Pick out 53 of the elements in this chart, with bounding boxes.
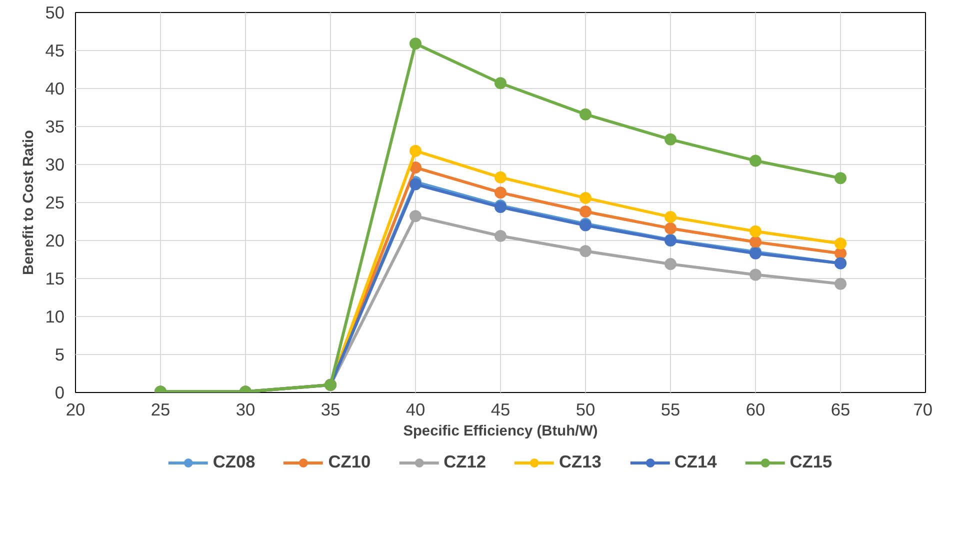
legend-label: CZ15 bbox=[790, 452, 832, 472]
point bbox=[664, 133, 676, 146]
point bbox=[410, 210, 422, 222]
point bbox=[664, 258, 676, 270]
y-axis-title: Benefit to Cost Ratio bbox=[21, 130, 38, 275]
y-tick-label: 20 bbox=[45, 230, 65, 250]
point bbox=[410, 144, 422, 157]
point bbox=[410, 162, 422, 174]
point bbox=[664, 222, 676, 234]
point bbox=[580, 108, 592, 120]
point bbox=[410, 38, 422, 50]
x-tick-label: 60 bbox=[746, 400, 766, 420]
point bbox=[750, 236, 762, 248]
point bbox=[580, 206, 592, 218]
y-tick-label: 25 bbox=[45, 192, 65, 212]
x-tick-label: 65 bbox=[830, 400, 850, 420]
x-tick-label: 70 bbox=[913, 400, 933, 420]
legend-label: CZ12 bbox=[444, 452, 486, 472]
x-tick-label: 25 bbox=[150, 400, 170, 420]
point bbox=[834, 172, 846, 184]
y-tick-label: 30 bbox=[45, 154, 65, 174]
x-tick-label: 45 bbox=[490, 400, 510, 420]
point bbox=[580, 245, 592, 258]
point bbox=[494, 186, 506, 199]
point bbox=[494, 77, 506, 90]
x-tick-label: 30 bbox=[236, 400, 256, 420]
x-axis-title: Specific Efficiency (Btuh/W) bbox=[403, 424, 598, 440]
x-tick-label: 50 bbox=[576, 400, 596, 420]
point bbox=[410, 178, 422, 190]
point bbox=[750, 268, 762, 281]
point bbox=[580, 192, 592, 204]
y-tick-label: 15 bbox=[45, 268, 65, 288]
x-tick-label: 35 bbox=[320, 400, 340, 420]
y-tick-label: 40 bbox=[45, 78, 65, 98]
point bbox=[834, 278, 846, 290]
point bbox=[494, 171, 506, 184]
legend-label: CZ14 bbox=[674, 452, 717, 472]
point bbox=[750, 225, 762, 238]
legend-label: CZ13 bbox=[559, 452, 602, 472]
y-tick-label: 5 bbox=[54, 344, 65, 364]
point bbox=[664, 210, 676, 223]
legend-label: CZ10 bbox=[328, 452, 371, 472]
point bbox=[494, 230, 506, 242]
y-tick-label: 35 bbox=[45, 116, 65, 136]
x-tick-label: 55 bbox=[660, 400, 680, 420]
y-tick-label: 10 bbox=[45, 306, 65, 326]
point bbox=[750, 154, 762, 167]
y-tick-label: 50 bbox=[45, 2, 65, 22]
legend-label: CZ08 bbox=[212, 452, 256, 472]
y-tick-label: 45 bbox=[45, 40, 65, 60]
y-tick-label: 0 bbox=[54, 382, 65, 402]
point bbox=[834, 238, 846, 250]
x-tick-label: 40 bbox=[406, 400, 426, 420]
